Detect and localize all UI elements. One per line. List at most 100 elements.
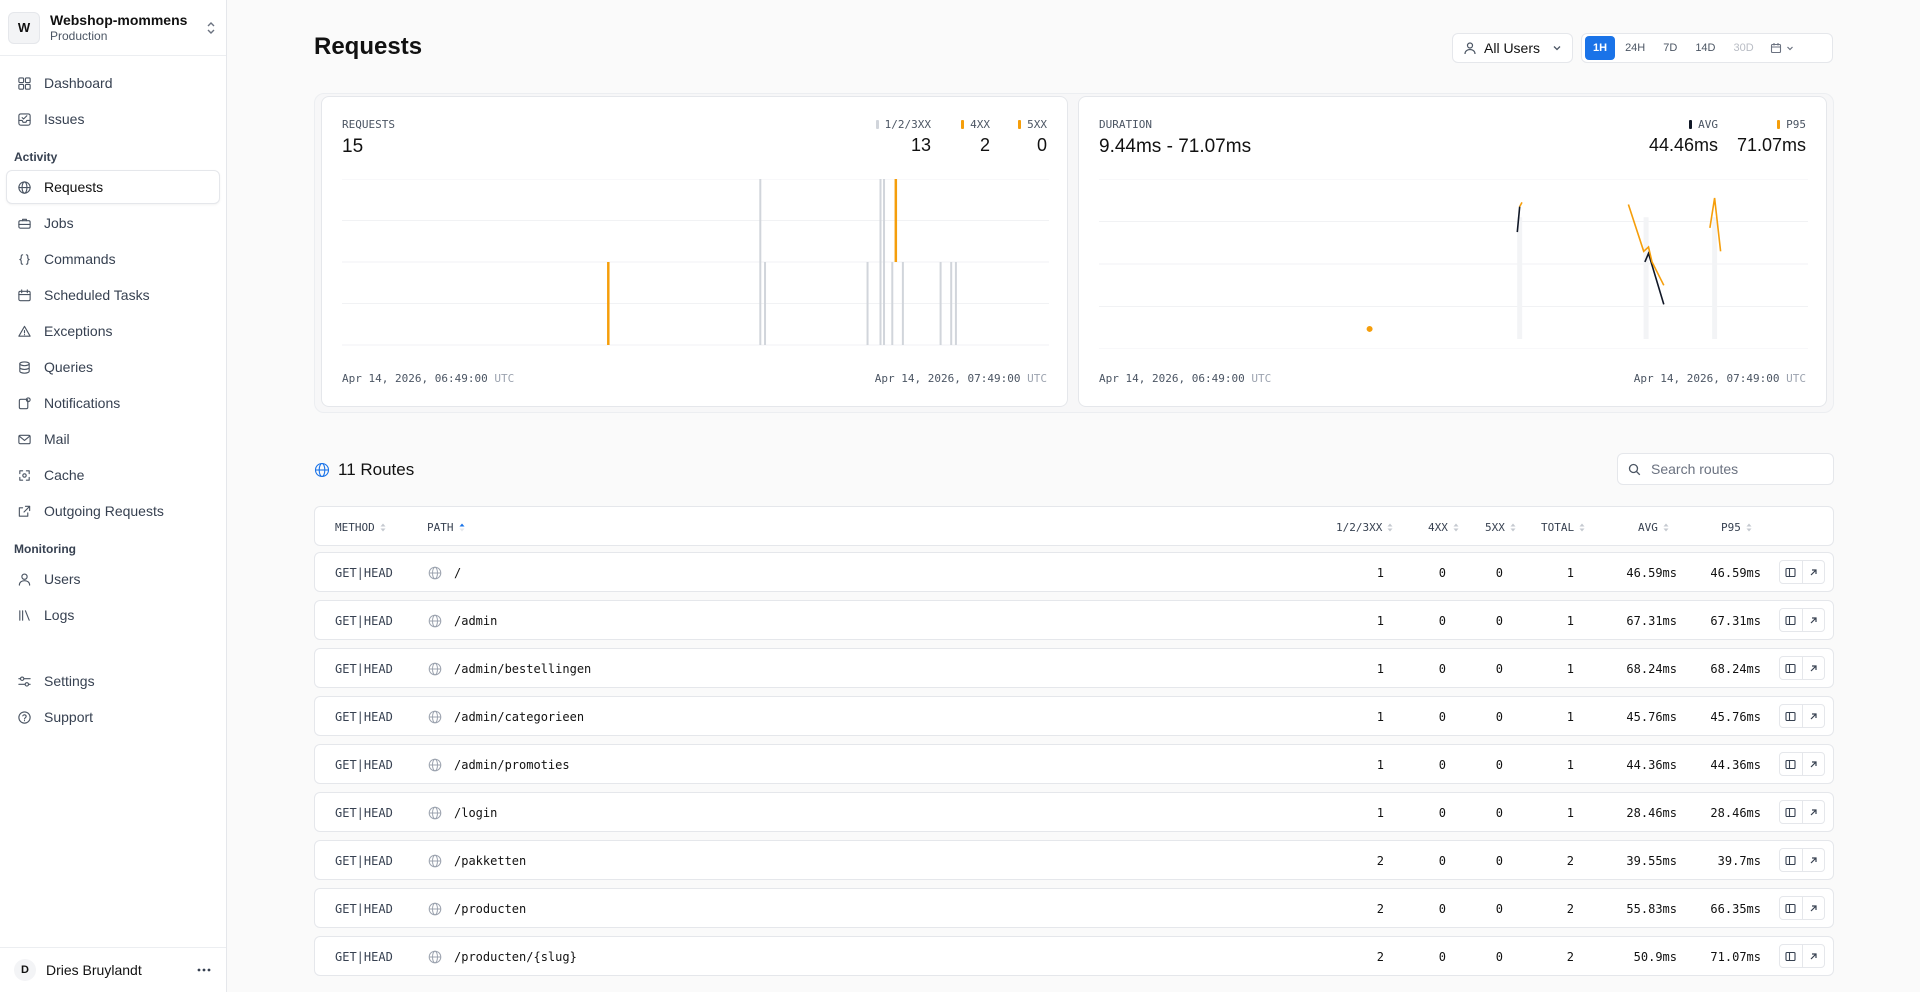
line-avg — [1516, 206, 1521, 233]
route-path: /producten — [454, 902, 527, 916]
period-7d-button[interactable]: 7D — [1663, 42, 1678, 54]
open-route-button[interactable] — [1801, 657, 1825, 679]
column-p95[interactable]: P95 — [1721, 521, 1752, 534]
period-24h-button[interactable]: 24H — [1625, 42, 1646, 54]
search-routes-input[interactable] — [1651, 461, 1821, 477]
open-route-button[interactable] — [1801, 609, 1825, 631]
open-route-button[interactable] — [1801, 897, 1825, 919]
column-4xx[interactable]: 4XX — [1428, 521, 1459, 534]
user-avatar: D — [14, 959, 36, 981]
user-filter-value: All Users — [1484, 40, 1541, 56]
sidebar-item-label: Notifications — [44, 395, 121, 411]
open-route-button[interactable] — [1801, 561, 1825, 583]
sidebar-item-label: Exceptions — [44, 323, 113, 339]
column-path[interactable]: PATH — [427, 521, 465, 534]
sort-icon — [380, 523, 386, 532]
view-details-button[interactable] — [1780, 945, 1802, 967]
open-route-button[interactable] — [1801, 753, 1825, 775]
period-14d-button[interactable]: 14D — [1695, 42, 1716, 54]
route-count-5xx: 0 — [1495, 566, 1503, 580]
sidebar-item-outgoing-requests[interactable]: Outgoing Requests — [6, 494, 220, 528]
line-avg — [1644, 251, 1665, 305]
view-details-button[interactable] — [1780, 657, 1802, 679]
column-avg[interactable]: AVG — [1638, 521, 1669, 534]
legend-label: 1/2/3XX — [884, 118, 931, 131]
sidebar-item-dashboard[interactable]: Dashboard — [6, 66, 220, 100]
column-1xx-3xx[interactable]: 1/2/3XX — [1336, 521, 1393, 534]
column-5xx[interactable]: 5XX — [1485, 521, 1516, 534]
route-avg: 39.55ms — [1626, 854, 1677, 868]
sidebar-item-jobs[interactable]: Jobs — [6, 206, 220, 240]
routes-title: 11 Routes — [338, 460, 415, 479]
database-icon — [19, 360, 30, 374]
arrow-up-right-icon — [1810, 808, 1817, 815]
sidebar-item-scheduled-tasks[interactable]: Scheduled Tasks — [6, 278, 220, 312]
panel-icon — [1785, 663, 1796, 673]
globe-icon — [428, 710, 442, 724]
chevron-down-icon — [1786, 46, 1793, 51]
sidebar-item-label: Issues — [44, 111, 85, 127]
legend-swatch — [1777, 120, 1781, 129]
sidebar-item-mail[interactable]: Mail — [6, 422, 220, 456]
sidebar-item-users[interactable]: Users — [6, 562, 220, 596]
period-1h-button[interactable]: 1H — [1585, 36, 1616, 60]
legend-label: 5XX — [1027, 118, 1047, 131]
route-path: /admin/categorieen — [454, 710, 585, 724]
route-count-1xx-3xx: 2 — [1376, 902, 1384, 916]
open-route-button[interactable] — [1801, 705, 1825, 727]
legend-label: AVG — [1698, 118, 1718, 131]
table-row[interactable]: GET|HEAD / 1 0 0 1 46.59ms 46.59ms — [314, 552, 1834, 592]
sidebar-item-logs[interactable]: Logs — [6, 598, 220, 632]
table-row[interactable]: GET|HEAD/admin 1 0 0 1 67.31ms 67.31ms — [314, 600, 1834, 640]
view-details-button[interactable] — [1780, 897, 1802, 919]
calendar-icon — [18, 288, 31, 301]
table-row[interactable]: GET|HEAD/producten 2 0 0 2 55.83ms 66.35ms — [314, 888, 1834, 928]
sidebar-item-cache[interactable]: Cache — [6, 458, 220, 492]
open-route-button[interactable] — [1801, 945, 1825, 967]
table-row[interactable]: GET|HEAD/admin/categorieen 1 0 0 1 45.76ms 45.… — [314, 696, 1834, 736]
requests-label: REQUESTS — [342, 118, 395, 131]
view-details-button[interactable] — [1780, 609, 1802, 631]
route-method: GET|HEAD — [335, 758, 393, 772]
period-30d-button: 30D — [1733, 42, 1754, 54]
view-details-button[interactable] — [1780, 849, 1802, 871]
sidebar-item-commands[interactable]: Commands — [6, 242, 220, 276]
view-details-button[interactable] — [1780, 753, 1802, 775]
sidebar-item-support[interactable]: Support — [6, 700, 220, 734]
table-row[interactable]: GET|HEAD/login 1 0 0 1 28.46ms 28.46ms — [314, 792, 1834, 832]
globe-icon — [428, 566, 442, 580]
user-filter-select[interactable]: All Users — [1452, 33, 1573, 63]
more-horizontal-icon[interactable] — [194, 960, 214, 980]
team-switcher[interactable]: W Webshop-mommens Production — [0, 0, 226, 56]
table-row[interactable]: GET|HEAD/admin/promoties 1 0 0 1 44.36ms 44.36… — [314, 744, 1834, 784]
arrow-up-right-icon — [1810, 904, 1817, 911]
column-method[interactable]: METHOD — [335, 521, 386, 534]
sidebar-item-requests[interactable]: Requests — [6, 170, 220, 204]
route-search — [1617, 453, 1834, 485]
legend-label: 4XX — [970, 118, 990, 131]
custom-range-button[interactable] — [1770, 42, 1795, 54]
help-circle-icon — [18, 710, 31, 724]
sidebar-item-exceptions[interactable]: Exceptions — [6, 314, 220, 348]
open-route-button[interactable] — [1801, 801, 1825, 823]
sidebar-item-notifications[interactable]: Notifications — [6, 386, 220, 420]
legend-4xx: 4XX 2 — [961, 118, 990, 156]
table-row[interactable]: GET|HEAD/producten/{slug} 2 0 0 2 50.9ms 71.07… — [314, 936, 1834, 976]
requests-chart — [342, 179, 1049, 346]
sidebar-item-settings[interactable]: Settings — [6, 664, 220, 698]
route-count-5xx: 0 — [1495, 854, 1503, 868]
route-count-5xx: 0 — [1495, 614, 1503, 628]
view-details-button[interactable] — [1780, 801, 1802, 823]
view-details-button[interactable] — [1780, 561, 1802, 583]
duration-label: DURATION — [1099, 118, 1152, 131]
sidebar-item-issues[interactable]: Issues — [6, 102, 220, 136]
routes-table-header: METHOD PATH 1/2/3XX 4XX 5XX TOTAL AVG P9… — [314, 506, 1834, 546]
route-method: GET|HEAD — [335, 950, 393, 964]
open-route-button[interactable] — [1801, 849, 1825, 871]
column-total[interactable]: TOTAL — [1541, 521, 1585, 534]
view-details-button[interactable] — [1780, 705, 1802, 727]
sidebar-item-queries[interactable]: Queries — [6, 350, 220, 384]
table-row[interactable]: GET|HEAD/pakketten 2 0 0 2 39.55ms 39.7ms — [314, 840, 1834, 880]
table-row[interactable]: GET|HEAD/admin/bestellingen 1 0 0 1 68.24ms 68… — [314, 648, 1834, 688]
sidebar-item-label: Scheduled Tasks — [44, 287, 150, 303]
